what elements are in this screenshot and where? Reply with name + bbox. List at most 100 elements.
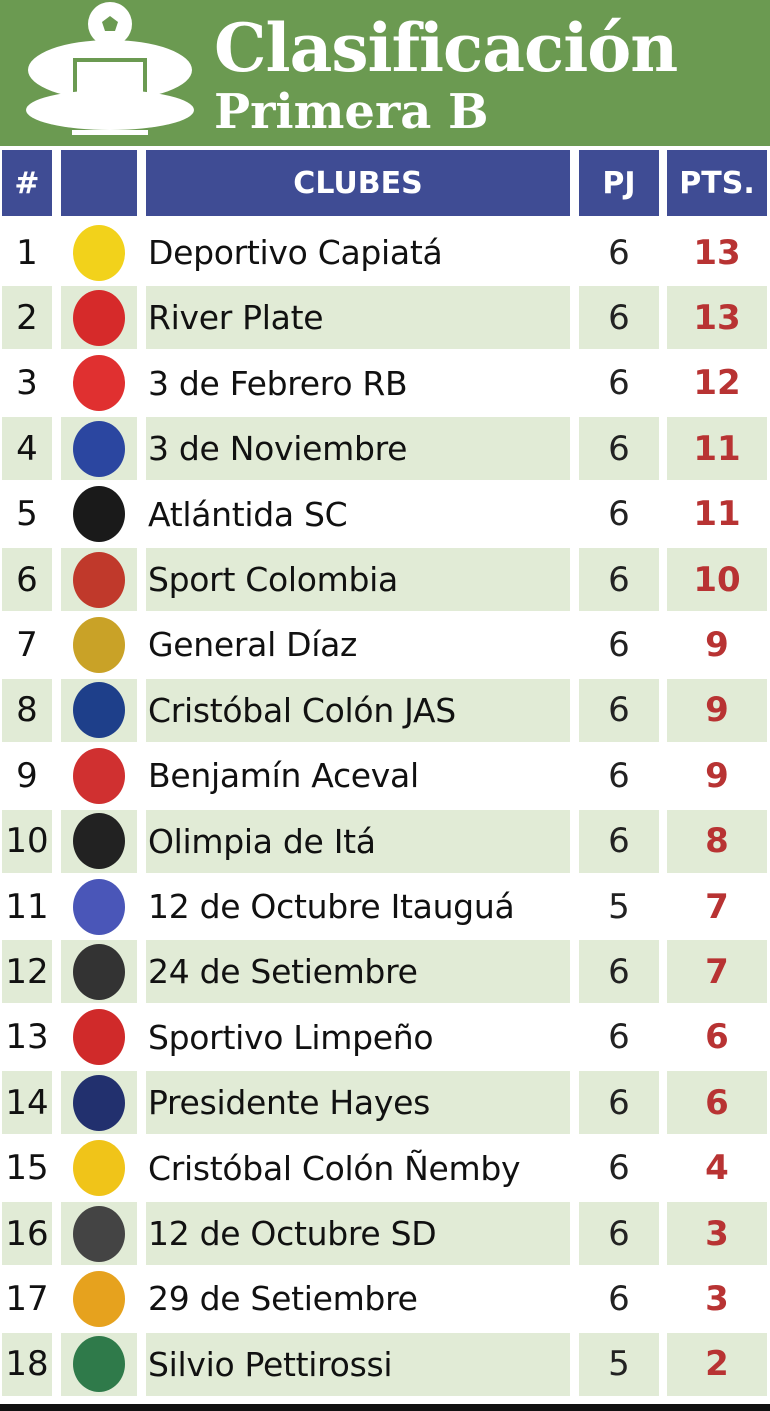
points: 2 xyxy=(667,1332,767,1396)
club-name: Sportivo Limpeño xyxy=(148,1017,434,1057)
table-row: 16 12 de Octubre SD 6 3 xyxy=(0,1202,770,1267)
played: 6 xyxy=(608,624,630,665)
played: 6 xyxy=(608,1017,630,1058)
points: 3 xyxy=(667,1202,767,1265)
club-logo xyxy=(61,352,137,415)
table-row: 4 3 de Noviembre 6 11 xyxy=(0,417,770,482)
played: 6 xyxy=(608,494,630,535)
played: 6 xyxy=(579,286,659,350)
col-points-header: PTS. xyxy=(667,150,767,216)
club-crest-icon xyxy=(73,747,125,804)
col-logo-header xyxy=(61,150,137,216)
played: 5 xyxy=(608,886,630,927)
club-logo xyxy=(61,809,137,873)
club-logo xyxy=(61,744,137,807)
played: 6 xyxy=(608,363,630,404)
club-crest-icon xyxy=(73,1074,125,1131)
rank: 11 xyxy=(5,886,49,927)
club-crest-icon xyxy=(73,1205,125,1262)
points: 9 xyxy=(667,678,767,742)
points: 9 xyxy=(705,755,729,796)
points: 4 xyxy=(705,1148,729,1189)
club-logo xyxy=(61,1202,137,1265)
rank: 16 xyxy=(2,1202,52,1265)
rank: 9 xyxy=(16,755,38,796)
club-name: Presidente Hayes xyxy=(146,1071,570,1135)
played: 6 xyxy=(579,1071,659,1135)
club-name: Silvio Pettirossi xyxy=(146,1332,570,1396)
points: 7 xyxy=(705,886,729,927)
club-crest-icon xyxy=(73,486,125,543)
played: 6 xyxy=(579,417,659,481)
table-row: 10 Olimpia de Itá 6 8 xyxy=(0,809,770,875)
club-logo xyxy=(61,1267,137,1330)
table-row: 1 Deportivo Capiatá 6 13 xyxy=(0,221,770,286)
played: 6 xyxy=(579,548,659,611)
points: 11 xyxy=(667,417,767,481)
table-row: 14 Presidente Hayes 6 6 xyxy=(0,1071,770,1136)
points: 7 xyxy=(667,940,767,1004)
table-row: 2 River Plate 6 13 xyxy=(0,286,770,351)
rank: 6 xyxy=(2,548,52,611)
club-logo xyxy=(61,286,137,350)
club-logo xyxy=(61,417,137,481)
title-banner: Clasificación Primera B xyxy=(0,0,770,146)
table-row: 9 Benjamín Aceval 6 9 xyxy=(0,744,770,809)
club-name: Atlántida SC xyxy=(148,494,348,534)
rank: 13 xyxy=(5,1017,49,1058)
club-crest-icon xyxy=(73,616,125,673)
points: 6 xyxy=(667,1071,767,1135)
table-row: 3 3 de Febrero RB 6 12 xyxy=(0,352,770,417)
rank: 3 xyxy=(16,363,38,404)
table-row: 11 12 de Octubre Itauguá 5 7 xyxy=(0,875,770,940)
col-rank-header: # xyxy=(2,150,52,216)
club-crest-icon xyxy=(73,1270,125,1327)
club-name: General Díaz xyxy=(148,625,358,665)
club-name: Cristóbal Colón Ñemby xyxy=(148,1148,521,1188)
played: 6 xyxy=(608,1148,630,1189)
club-name: 24 de Setiembre xyxy=(146,940,570,1004)
rank: 5 xyxy=(16,494,38,535)
club-logo xyxy=(61,678,137,742)
points: 10 xyxy=(667,548,767,611)
rank: 15 xyxy=(5,1148,49,1189)
club-crest-icon xyxy=(73,813,125,870)
club-crest-icon xyxy=(73,224,125,281)
played: 6 xyxy=(579,678,659,742)
club-logo xyxy=(61,875,137,938)
club-crest-icon xyxy=(73,1009,125,1066)
played: 6 xyxy=(579,940,659,1004)
rank: 14 xyxy=(2,1071,52,1135)
club-name: 3 de Noviembre xyxy=(146,417,570,481)
table-row: 7 General Díaz 6 9 xyxy=(0,613,770,678)
points: 6 xyxy=(705,1017,729,1058)
rank: 7 xyxy=(16,624,38,665)
club-logo xyxy=(61,1006,137,1069)
club-name: 3 de Febrero RB xyxy=(148,363,408,403)
club-crest-icon xyxy=(73,355,125,412)
col-club-header: CLUBES xyxy=(146,150,570,216)
played: 6 xyxy=(608,232,630,273)
subtitle: Primera B xyxy=(214,84,489,140)
points: 9 xyxy=(705,624,729,665)
points: 12 xyxy=(693,363,741,404)
club-name: 29 de Setiembre xyxy=(148,1279,418,1319)
table-row: 15 Cristóbal Colón Ñemby 6 4 xyxy=(0,1137,770,1202)
table-row: 18 Silvio Pettirossi 5 2 xyxy=(0,1332,770,1398)
club-crest-icon xyxy=(73,420,125,477)
club-name: Sport Colombia xyxy=(146,548,570,611)
played: 6 xyxy=(608,1278,630,1319)
table-row: 13 Sportivo Limpeño 6 6 xyxy=(0,1006,770,1071)
rank: 2 xyxy=(2,286,52,350)
club-name: Benjamín Aceval xyxy=(148,756,419,796)
club-crest-icon xyxy=(73,682,125,739)
rank: 1 xyxy=(16,232,38,273)
rank: 18 xyxy=(2,1332,52,1396)
club-logo xyxy=(61,548,137,611)
bottom-bar xyxy=(0,1404,770,1411)
rank: 4 xyxy=(2,417,52,481)
club-logo xyxy=(61,613,137,676)
club-name: 12 de Octubre SD xyxy=(146,1202,570,1265)
rank: 17 xyxy=(5,1278,49,1319)
table-row: 12 24 de Setiembre 6 7 xyxy=(0,940,770,1005)
